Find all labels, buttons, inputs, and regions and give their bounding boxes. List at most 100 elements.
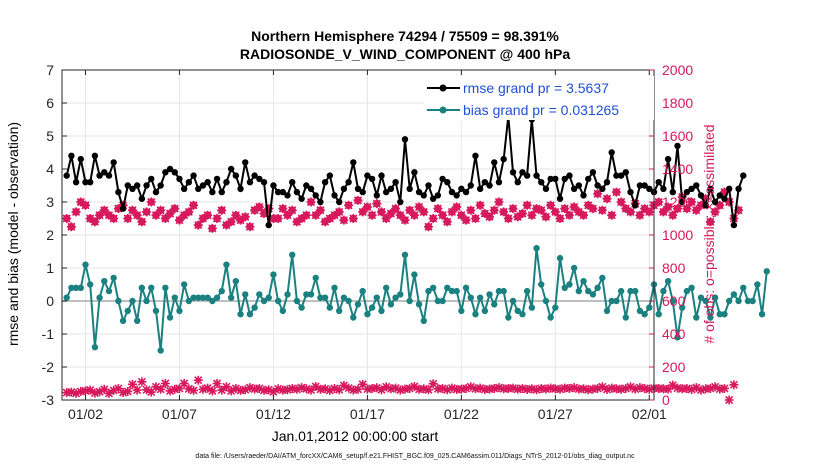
obs-assimilated-point [297,383,307,393]
obs-assimilated-overlay-point [240,212,250,222]
footnote: data file: /Users/raeder/DAI/ATM_forcXX/… [195,453,635,460]
bias-point [730,291,738,298]
obs-assimilated-point [99,384,109,394]
obs-assimilated-point [696,385,706,395]
bias-point [589,291,597,298]
obs-assimilated-point [719,383,729,393]
rmse-point [632,202,639,209]
obs-assimilated-overlay-point [574,207,584,217]
obs-assimilated-point [367,383,377,393]
bias-point [124,307,131,315]
obs-assimilated-point [485,384,495,394]
obs-assimilated-overlay-point [348,214,358,223]
bias-point [354,301,362,308]
bias-point [533,245,540,252]
bias-point [458,307,465,315]
y-left-tick-label: 6 [46,95,54,111]
y-right-tick-label: 1600 [662,128,693,144]
bias-point [63,294,70,301]
obs-assimilated-point [362,384,372,394]
obs-assimilated-point [353,384,363,394]
bias-point [716,311,723,318]
y-right-tick-label: 1400 [662,161,693,177]
obs-assimilated-point [165,386,175,396]
obs-assimilated-point [287,383,297,393]
obs-assimilated-overlay-point [668,210,678,220]
rmse-point [382,188,390,196]
obs-assimilated-overlay-point [710,207,720,217]
rmse-point [157,182,164,189]
bias-point [213,294,221,301]
obs-assimilated-overlay-point [409,210,419,220]
rmse-point [373,192,380,199]
bias-point [655,311,662,318]
obs-assimilated-point [400,384,410,394]
bias-point [368,304,376,311]
bias-point [646,304,653,311]
obs-assimilated-point [682,383,692,393]
bias-point [721,311,728,318]
bias-point [148,284,155,291]
obs-assimilated-overlay-point [325,214,335,223]
rmse-point [246,179,254,186]
obs-assimilated-overlay-point [672,204,682,214]
bias-point [444,284,451,291]
bias-point [636,307,644,315]
bias-point [514,307,521,315]
obs-assimilated-point [189,385,199,395]
bias-point [364,311,371,318]
obs-assimilated-point [621,383,631,393]
y-left-tick-label: 0 [46,293,54,309]
obs-assimilated-overlay-point [273,214,283,223]
bias-point [429,284,437,291]
bias-point [453,287,460,295]
bias-point [105,287,113,295]
rmse-point [213,175,221,183]
obs-assimilated-overlay-point [71,207,81,217]
bias-point [284,291,291,298]
obs-assimilated-point [292,384,302,394]
rmse-point [523,172,531,179]
rmse-point [378,172,385,179]
legend-bias-marker [439,106,447,114]
obs-assimilated-point [522,384,532,394]
bias-point [223,261,230,268]
obs-assimilated-point [137,377,147,387]
rmse-point [491,159,498,166]
obs-assimilated-point [62,388,72,398]
obs-assimilated-overlay-point [588,204,598,214]
obs-assimilated-overlay-point [221,220,231,230]
y-right-tick-label: 1200 [662,194,693,210]
obs-assimilated-overlay-point [532,204,542,214]
obs-assimilated-point [179,379,189,388]
obs-assimilated-overlay-point [170,204,180,214]
obs-assimilated-overlay-point [184,207,194,217]
obs-assimilated-overlay-point [593,189,603,199]
obs-assimilated-point [583,385,593,395]
x-axis-label: Jan.01,2012 00:00:00 start [272,428,439,444]
rmse-point [143,182,150,189]
rmse-point [570,185,578,192]
rmse-point [397,198,404,206]
bias-point [152,307,160,315]
bias-point [251,304,258,311]
rmse-point [730,221,738,229]
bias-point [345,297,352,305]
obs-assimilated-overlay-point [433,204,443,214]
bias-point [500,287,507,295]
bias-point [570,264,578,272]
rmse-point [350,159,357,166]
bias-point [378,307,385,315]
obs-assimilated-point [701,384,711,394]
bias-point [129,297,136,305]
obs-assimilated-point [513,384,523,394]
rmse-point [476,185,484,192]
obs-assimilated-overlay-point [315,205,325,215]
obs-assimilated-overlay-point [76,197,86,207]
rmse-point [669,188,676,196]
obs-assimilated-point [677,384,687,394]
y-left-tick-label: 1 [46,260,54,276]
obs-assimilated-overlay-point [174,215,184,225]
rmse-point [674,142,681,150]
